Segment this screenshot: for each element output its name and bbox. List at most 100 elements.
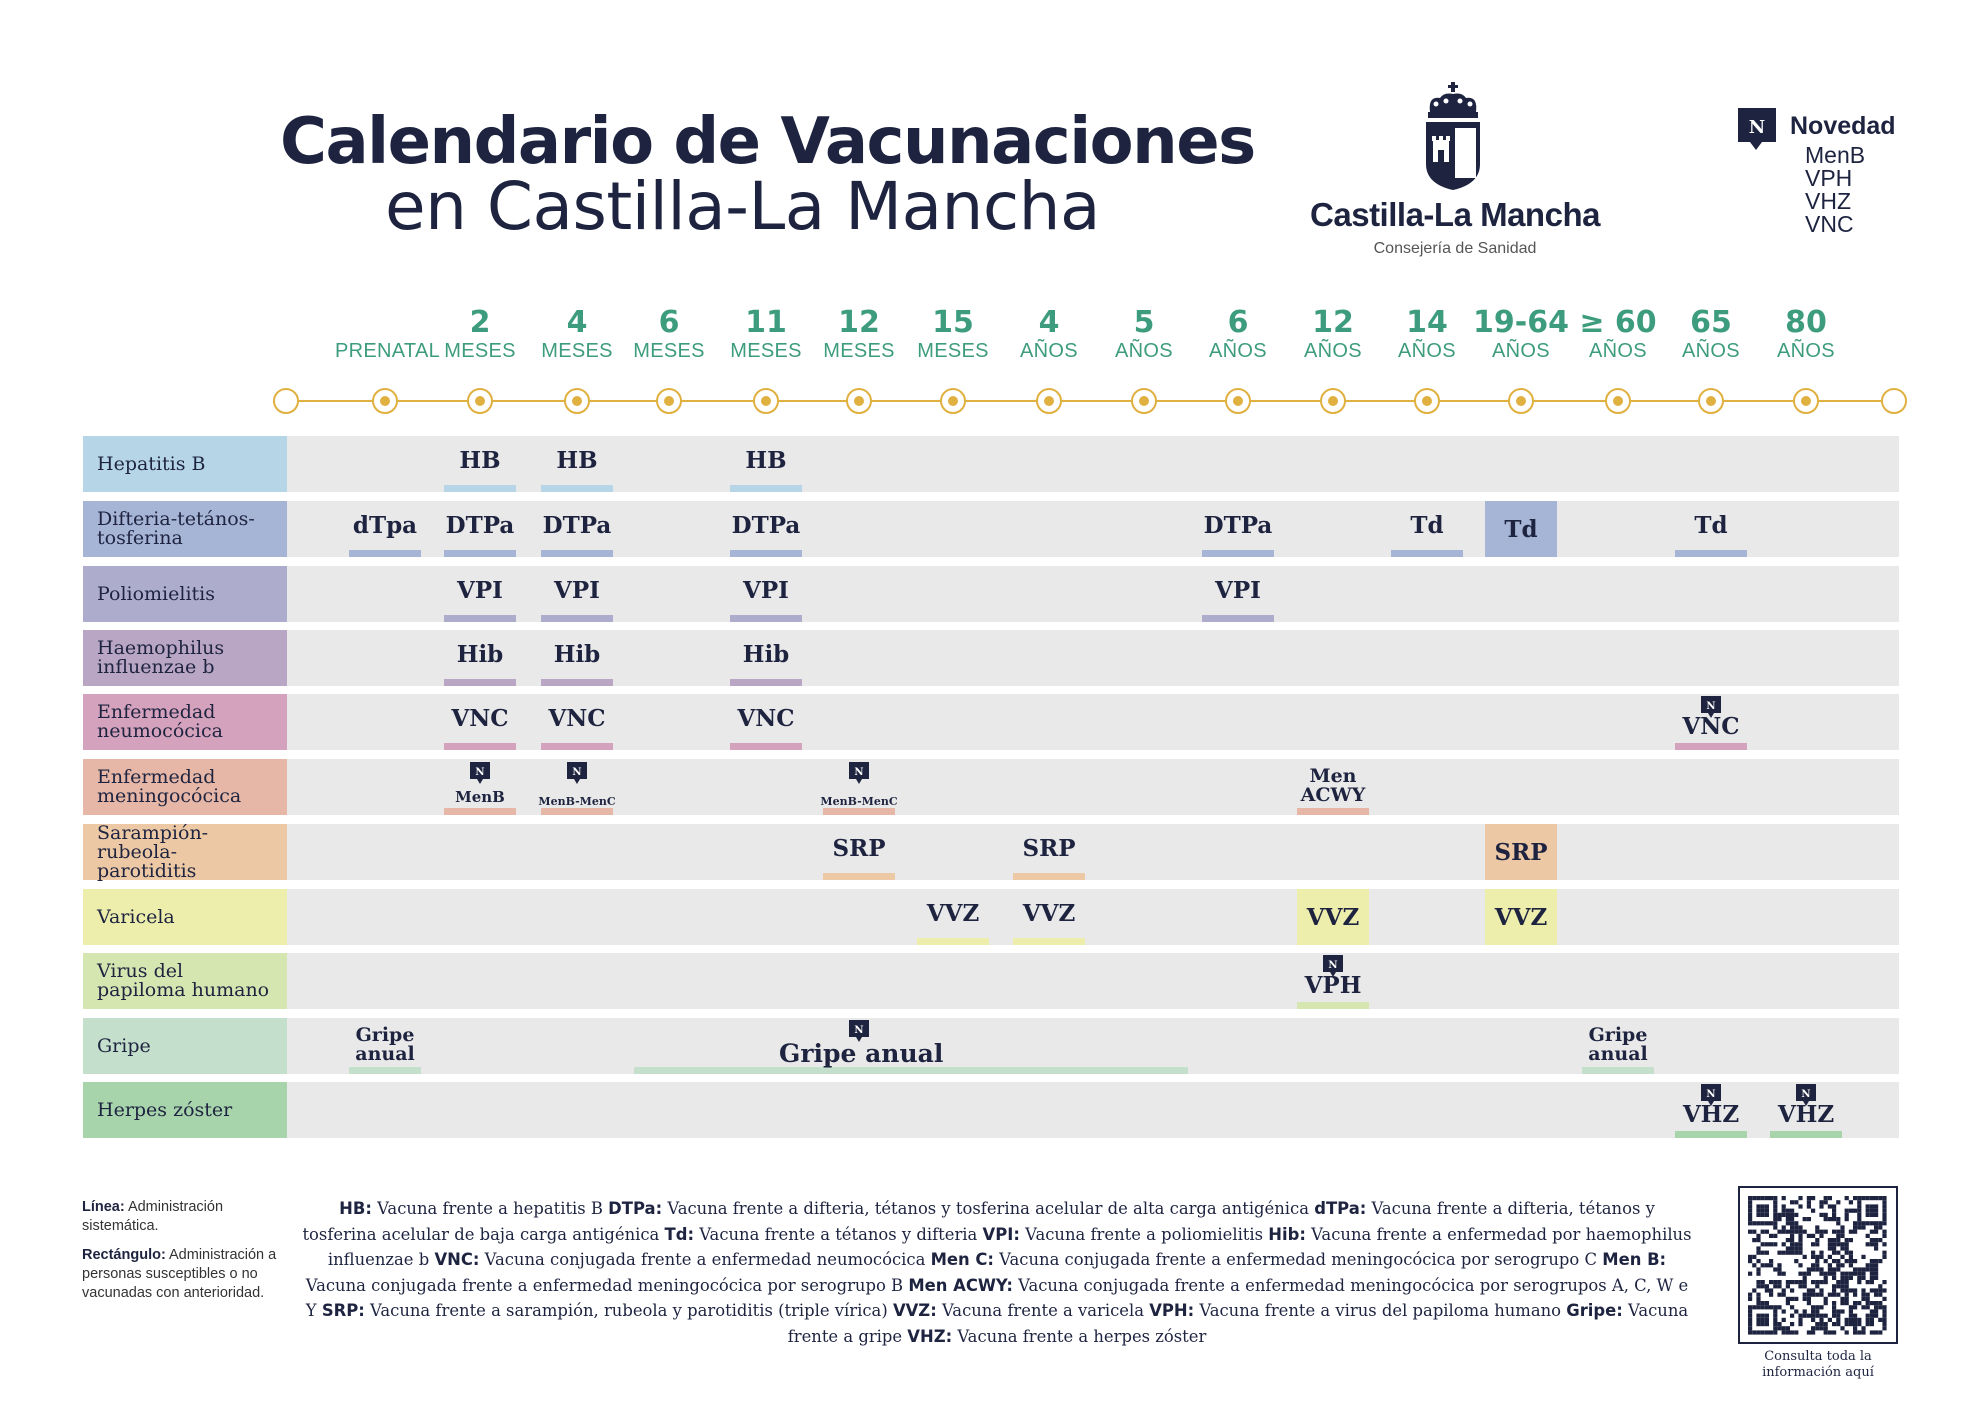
abbreviation-desc: Vacuna frente a virus del papiloma human…: [1194, 1301, 1567, 1320]
age-unit: MESES: [823, 340, 895, 362]
timeline-dot: [273, 388, 299, 414]
susceptible-rectangle: [1297, 889, 1369, 945]
systematic-line: [1013, 873, 1085, 880]
vaccine-dose: MenB-MenC: [538, 795, 616, 808]
vaccine-dose: Hib: [553, 641, 601, 668]
vaccine-dose: Td: [1694, 512, 1728, 539]
abbreviation-item: Gripe: Vacuna frente a gripe: [788, 1301, 1689, 1346]
susceptible-rectangle: [1485, 824, 1557, 880]
age-number: 4: [566, 305, 588, 340]
systematic-line: [730, 743, 802, 750]
vaccine-row: Enfermedad meningocócica: [83, 759, 1899, 815]
age-number: 14: [1406, 305, 1448, 340]
age-unit: MESES: [730, 340, 802, 362]
age-number: 19-64: [1473, 305, 1569, 340]
qr-code-icon: [1748, 1196, 1887, 1335]
novedad-badge-icon: N: [849, 1020, 869, 1042]
qr-code[interactable]: [1738, 1186, 1898, 1344]
age-unit: AÑOS: [1304, 340, 1362, 362]
age-number: 6: [658, 305, 680, 340]
abbreviation-term: Gripe:: [1566, 1301, 1623, 1320]
vaccine-dose: DTPa: [445, 512, 515, 539]
systematic-line: [444, 808, 516, 815]
systematic-line: [541, 808, 613, 815]
novedad-badge-icon: N: [567, 762, 587, 784]
systematic-line: [730, 615, 802, 622]
age-number: 4: [1038, 305, 1060, 340]
vaccine-row-label: Haemophilus influenzae b: [83, 630, 287, 686]
qr-caption: Consulta toda la información aquí: [1762, 1349, 1874, 1380]
vaccine-dose: MenB-MenC: [820, 795, 898, 808]
vaccine-row: Herpes zóster: [83, 1082, 1899, 1138]
abbreviation-item: SRP: Vacuna frente a sarampión, rubeola …: [322, 1301, 893, 1320]
vaccine-dose: Gripe anual: [355, 1024, 415, 1065]
systematic-line: [444, 743, 516, 750]
vaccine-dose: Gripe anual: [1588, 1024, 1648, 1065]
vaccine-row-label: Difteria-tetános-tosferina: [83, 501, 287, 557]
systematic-line: [1675, 550, 1747, 557]
vaccine-dose: DTPa: [1203, 512, 1273, 539]
systematic-line: [541, 743, 613, 750]
age-unit: MESES: [444, 340, 516, 362]
svg-text:N: N: [1706, 701, 1715, 712]
age-unit: AÑOS: [1777, 340, 1835, 362]
timeline-dot: [467, 388, 493, 414]
novedad-list: MenB VPH VHZ VNC: [1805, 144, 1865, 236]
age-label: ≥ 60 AÑOS: [1568, 306, 1668, 363]
vaccine-dose: VPI: [457, 577, 503, 604]
abbreviation-desc: Vacuna frente a tétanos y difteria: [694, 1224, 983, 1244]
vaccine-dose: SRP: [1022, 835, 1076, 862]
age-number: 65: [1690, 305, 1732, 340]
timeline-line: [287, 400, 1894, 402]
abbreviation-item: VHZ: Vacuna frente a herpes zóster: [907, 1327, 1206, 1346]
systematic-line: [541, 615, 613, 622]
age-label: 11 MESES: [716, 306, 816, 363]
vaccine-dose: VPI: [1215, 577, 1261, 604]
abbreviation-term: DTPa:: [608, 1199, 663, 1218]
age-number: ≥ 60: [1579, 305, 1657, 340]
systematic-line: [917, 938, 989, 945]
abbreviation-desc: Vacuna frente a gripe: [787, 1301, 1689, 1346]
age-label: 19-64 AÑOS: [1471, 306, 1571, 363]
age-number: 5: [1133, 305, 1155, 340]
age-unit: AÑOS: [1682, 340, 1740, 362]
susceptible-rectangle: [1485, 889, 1557, 945]
abbreviation-term: VVZ:: [892, 1301, 937, 1320]
abbreviation-desc: Vacuna frente a difteria, tétanos y tosf…: [302, 1199, 1655, 1244]
systematic-line: [541, 485, 613, 492]
age-unit: MESES: [633, 340, 705, 362]
systematic-line: [823, 873, 895, 880]
systematic-line: [730, 485, 802, 492]
vaccine-row-label: Gripe: [83, 1018, 287, 1074]
timeline-dot: [1793, 388, 1819, 414]
vaccine-row-label: Enfermedad neumocócica: [83, 694, 287, 750]
legend: Línea: Administración sistemática. Rectá…: [82, 1198, 292, 1313]
abbreviation-desc: Vacuna frente a herpes zóster: [952, 1326, 1207, 1346]
systematic-line: [1391, 550, 1463, 557]
systematic-line: [730, 679, 802, 686]
abbreviation-desc: Vacuna frente a enfermedad por haemophil…: [327, 1224, 1692, 1270]
vaccine-dose: VVZ: [1494, 904, 1548, 931]
systematic-line: [349, 1067, 421, 1074]
legend-rect-term: Rectángulo:: [82, 1247, 166, 1263]
age-number: 80: [1785, 305, 1827, 340]
age-unit: AÑOS: [1589, 340, 1647, 362]
age-unit: AÑOS: [1492, 340, 1550, 362]
vaccine-dose: MenB: [455, 788, 505, 806]
vaccine-row: Hepatitis B: [83, 436, 1899, 492]
timeline-dot: [1508, 388, 1534, 414]
abbreviation-item: VNC: Vacuna conjugada frente a enfermeda…: [434, 1250, 930, 1269]
legend-line-term: Línea:: [82, 1199, 125, 1215]
vaccine-row-label: Sarampión-rubeola-parotiditis: [83, 823, 287, 880]
age-label: 14 AÑOS: [1377, 306, 1477, 363]
abbreviation-desc: Vacuna conjugada frente a enfermedad men…: [993, 1250, 1603, 1269]
novedad-badge-icon: N: [1701, 696, 1721, 718]
abbreviation-item: VPI: Vacuna frente a poliomielitis: [983, 1225, 1269, 1244]
systematic-line: [1582, 1067, 1654, 1074]
vaccine-row: Enfermedad neumocócica: [83, 694, 1899, 750]
abbreviation-item: Hib: Vacuna frente a enfermedad por haem…: [328, 1225, 1692, 1270]
vaccine-dose: Td: [1504, 516, 1538, 543]
systematic-line: [1675, 743, 1747, 750]
vaccine-row-label: Virus del papiloma humano: [83, 953, 287, 1009]
abbreviation-item: VPH: Vacuna frente a virus del papiloma …: [1149, 1301, 1566, 1320]
